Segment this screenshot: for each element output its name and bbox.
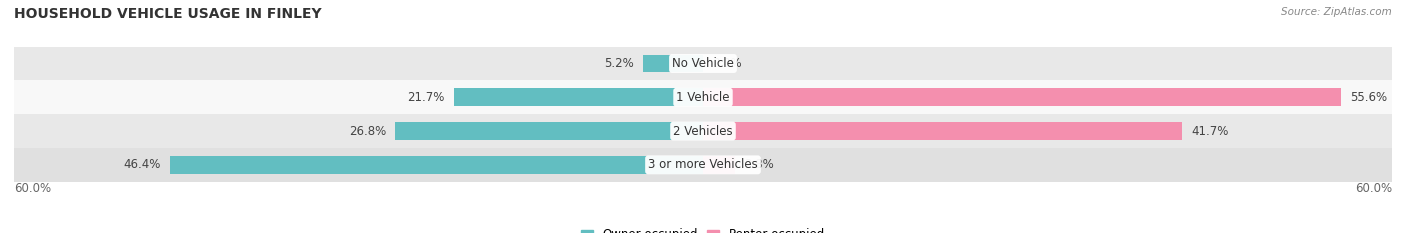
Text: 1 Vehicle: 1 Vehicle — [676, 91, 730, 104]
Text: 2 Vehicles: 2 Vehicles — [673, 125, 733, 137]
Text: 46.4%: 46.4% — [124, 158, 162, 171]
Bar — [703, 122, 1182, 140]
Bar — [14, 114, 1392, 148]
Bar — [703, 89, 1341, 106]
Bar — [14, 47, 1392, 80]
Bar — [14, 80, 1392, 114]
Text: 60.0%: 60.0% — [1355, 182, 1392, 195]
Text: 2.8%: 2.8% — [744, 158, 775, 171]
Legend: Owner-occupied, Renter-occupied: Owner-occupied, Renter-occupied — [576, 224, 830, 233]
Text: Source: ZipAtlas.com: Source: ZipAtlas.com — [1281, 7, 1392, 17]
Text: 41.7%: 41.7% — [1191, 125, 1229, 137]
Bar — [170, 156, 703, 174]
Bar — [14, 148, 1392, 182]
Bar — [395, 122, 703, 140]
Bar — [644, 55, 703, 72]
Text: 60.0%: 60.0% — [14, 182, 51, 195]
Text: 3 or more Vehicles: 3 or more Vehicles — [648, 158, 758, 171]
Text: 26.8%: 26.8% — [349, 125, 387, 137]
Text: HOUSEHOLD VEHICLE USAGE IN FINLEY: HOUSEHOLD VEHICLE USAGE IN FINLEY — [14, 7, 322, 21]
Text: No Vehicle: No Vehicle — [672, 57, 734, 70]
Text: 21.7%: 21.7% — [408, 91, 444, 104]
Text: 5.2%: 5.2% — [605, 57, 634, 70]
Text: 55.6%: 55.6% — [1351, 91, 1388, 104]
Bar — [454, 89, 703, 106]
Text: 0.0%: 0.0% — [713, 57, 742, 70]
Bar — [703, 156, 735, 174]
